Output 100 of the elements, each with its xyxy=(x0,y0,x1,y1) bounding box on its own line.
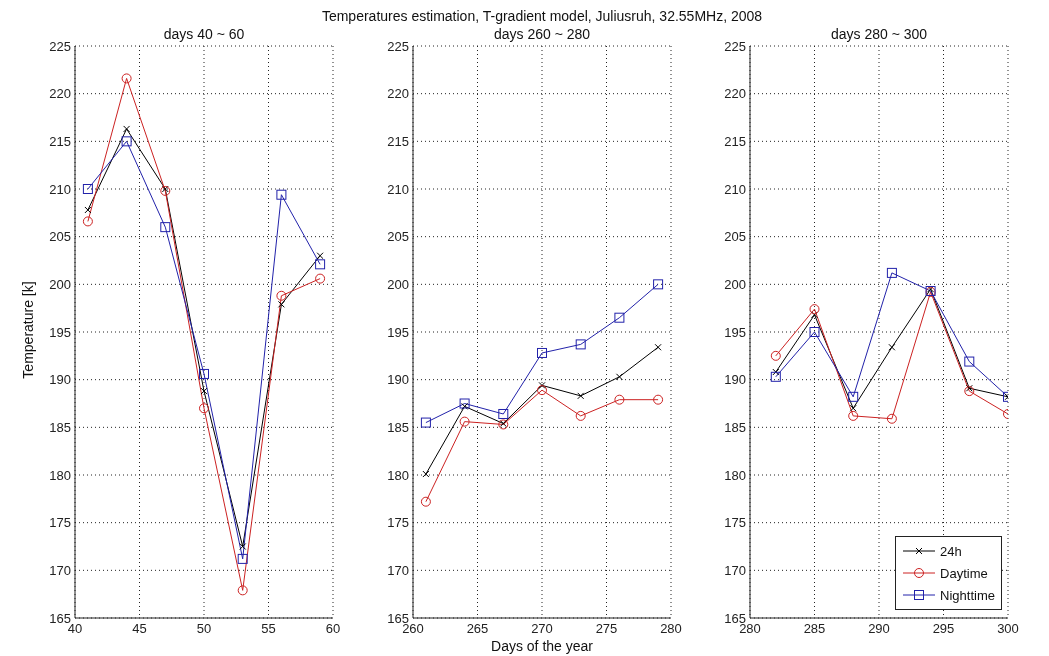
y-tick-label: 225 xyxy=(724,38,746,54)
text: Temperatures estimation, T-gradient model, Juliusruh, 32.55MHz, 2008 xyxy=(320,8,764,24)
point xyxy=(964,356,975,367)
y-tick-label: 215 xyxy=(49,133,71,149)
y-tick-label: 205 xyxy=(387,229,409,245)
point xyxy=(886,413,897,424)
point xyxy=(964,386,975,397)
y-axis-title: Temperature [k] xyxy=(20,280,36,381)
y-tick-label: 185 xyxy=(49,419,71,435)
chart-title: days 280 ~ 300 xyxy=(829,26,929,42)
point xyxy=(121,73,132,84)
point xyxy=(420,417,431,428)
y-tick-label: 225 xyxy=(387,38,409,54)
y-tick-label: 210 xyxy=(387,181,409,197)
point xyxy=(123,125,131,133)
point xyxy=(653,279,664,290)
point xyxy=(84,206,92,214)
point xyxy=(614,312,625,323)
y-tick-label: 225 xyxy=(49,38,71,54)
point xyxy=(237,553,248,564)
chart-title: days 260 ~ 280 xyxy=(492,26,592,42)
y-tick-label: 180 xyxy=(49,467,71,483)
x-tick-label: 60 xyxy=(325,621,341,637)
y-tick-label: 210 xyxy=(724,181,746,197)
y-tick-label: 190 xyxy=(49,372,71,388)
x-tick-label: 45 xyxy=(132,621,147,637)
point xyxy=(575,339,586,350)
x-tick-label: 295 xyxy=(932,621,955,637)
point xyxy=(82,184,93,194)
y-tick-label: 220 xyxy=(387,86,409,102)
point xyxy=(498,408,509,419)
x-tick-label: 290 xyxy=(868,621,890,637)
point xyxy=(316,252,324,260)
point xyxy=(199,368,209,379)
y-tick-label: 220 xyxy=(49,86,71,102)
point xyxy=(199,403,209,414)
point xyxy=(239,543,247,550)
point xyxy=(237,585,248,596)
y-tick-label: 210 xyxy=(49,181,71,197)
y-tick-label: 215 xyxy=(724,133,746,149)
y-tick-label: 190 xyxy=(387,372,409,388)
legend-label: Nighttime xyxy=(940,587,995,603)
x-tick-label: 55 xyxy=(261,621,276,637)
y-tick-label: 190 xyxy=(724,372,746,388)
point xyxy=(809,327,820,337)
point xyxy=(459,416,470,427)
y-tick-label: 180 xyxy=(724,467,746,483)
point xyxy=(615,373,623,381)
point xyxy=(422,470,430,478)
point xyxy=(770,371,781,382)
x-tick-label: 270 xyxy=(531,621,553,637)
point xyxy=(315,273,326,284)
point xyxy=(121,136,132,147)
x-axis-title: Days of the year xyxy=(490,638,594,654)
legend-label: 24h xyxy=(940,543,962,559)
point xyxy=(809,304,820,315)
y-tick-label: 165 xyxy=(49,610,71,626)
y-tick-label: 205 xyxy=(49,229,71,245)
y-tick-label: 205 xyxy=(724,229,746,245)
point xyxy=(82,216,93,227)
x-tick-label: 285 xyxy=(803,621,826,637)
point xyxy=(537,385,547,396)
point xyxy=(200,387,208,395)
y-tick-label: 185 xyxy=(387,419,409,435)
y-tick-label: 180 xyxy=(387,467,409,483)
y-tick-label: 195 xyxy=(724,324,746,340)
y-tick-label: 175 xyxy=(724,515,746,531)
x-tick-label: 300 xyxy=(997,621,1019,637)
y-tick-label: 200 xyxy=(387,276,409,292)
point xyxy=(160,222,171,233)
y-tick-label: 170 xyxy=(724,562,746,578)
y-tick-label: 170 xyxy=(387,562,409,578)
chart-title: days 40 ~ 60 xyxy=(162,26,246,42)
point xyxy=(886,267,897,278)
point xyxy=(848,410,859,421)
point xyxy=(848,391,859,402)
point xyxy=(459,398,470,409)
point xyxy=(538,381,546,389)
point xyxy=(420,496,431,507)
point xyxy=(811,311,818,319)
y-tick-label: 175 xyxy=(49,515,71,531)
point xyxy=(772,368,780,376)
y-tick-label: 220 xyxy=(724,86,746,102)
point xyxy=(577,392,585,400)
point xyxy=(315,259,326,270)
y-tick-label: 195 xyxy=(49,324,71,340)
y-tick-label: 215 xyxy=(387,133,409,149)
x-tick-label: 265 xyxy=(466,621,489,637)
y-tick-label: 200 xyxy=(49,276,71,292)
point xyxy=(849,404,857,412)
point xyxy=(276,189,287,200)
point xyxy=(770,350,781,361)
point xyxy=(575,410,586,421)
point xyxy=(653,394,664,405)
y-tick-label: 185 xyxy=(724,419,746,435)
legend-label: Daytime xyxy=(940,565,988,581)
point xyxy=(614,394,625,405)
y-tick-label: 200 xyxy=(724,276,746,292)
point xyxy=(654,343,662,351)
x-tick-label: 280 xyxy=(660,621,682,637)
